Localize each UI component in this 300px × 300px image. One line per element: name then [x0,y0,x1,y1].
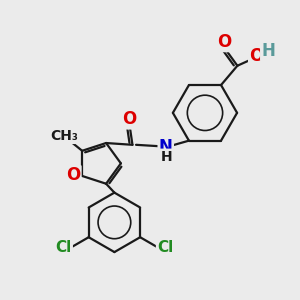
Text: H: H [261,42,275,60]
Text: Cl: Cl [56,240,72,255]
Text: O: O [66,167,80,184]
Text: O: O [249,47,263,65]
Text: N: N [159,138,173,156]
Text: H: H [160,150,172,164]
Text: O: O [217,33,231,51]
Text: CH₃: CH₃ [50,129,78,143]
Text: O: O [122,110,136,128]
Text: Cl: Cl [157,240,173,255]
